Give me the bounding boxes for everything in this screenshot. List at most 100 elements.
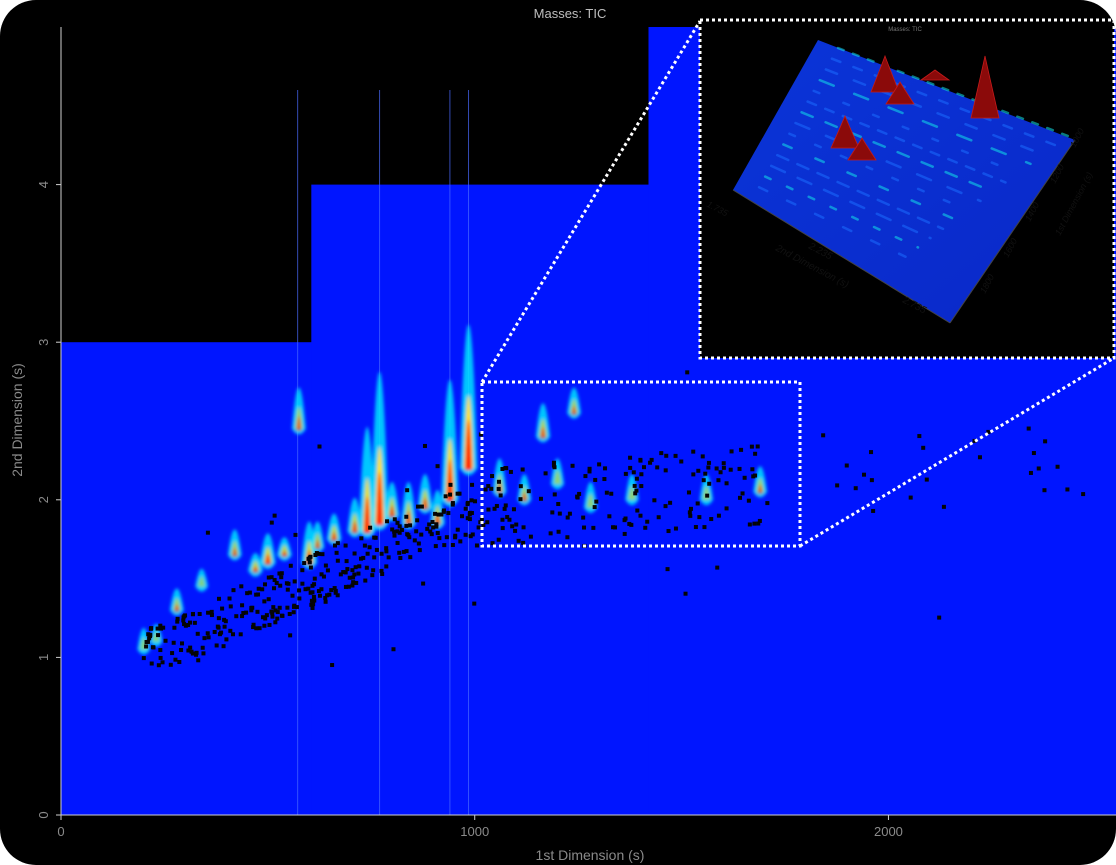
marker <box>465 516 470 521</box>
marker <box>293 532 298 537</box>
marker <box>264 613 269 618</box>
marker <box>629 522 634 527</box>
marker <box>702 525 707 530</box>
marker <box>921 445 926 450</box>
marker <box>611 525 616 530</box>
marker <box>869 450 874 455</box>
marker <box>228 604 233 609</box>
marker <box>310 590 315 595</box>
marker <box>392 533 397 538</box>
marker <box>266 597 271 602</box>
marker <box>300 568 305 573</box>
marker <box>335 541 340 546</box>
marker <box>977 455 982 460</box>
marker <box>638 513 643 518</box>
peak-13 <box>347 497 363 538</box>
peak-28 <box>625 474 639 506</box>
marker <box>526 489 531 494</box>
marker <box>333 543 338 548</box>
marker <box>455 491 460 496</box>
marker <box>327 592 332 597</box>
marker <box>272 586 277 591</box>
marker <box>291 604 296 609</box>
marker <box>986 429 991 434</box>
marker <box>1031 451 1036 456</box>
marker <box>747 522 752 527</box>
marker <box>503 503 508 508</box>
marker <box>551 460 556 465</box>
marker <box>175 619 180 624</box>
marker <box>450 542 455 547</box>
marker <box>347 575 352 580</box>
marker <box>498 493 503 498</box>
marker <box>319 572 324 577</box>
marker <box>395 529 400 534</box>
marker <box>757 518 762 523</box>
marker <box>742 475 747 480</box>
marker <box>518 497 523 502</box>
marker <box>401 549 406 554</box>
marker <box>639 472 644 477</box>
marker <box>359 536 364 541</box>
marker <box>1043 439 1048 444</box>
marker <box>701 478 706 483</box>
marker <box>490 474 495 479</box>
marker <box>202 636 207 641</box>
marker <box>634 488 639 493</box>
peak-16 <box>384 482 400 522</box>
marker <box>639 484 644 489</box>
marker <box>294 605 299 610</box>
marker <box>155 626 160 631</box>
marker <box>663 504 668 509</box>
marker <box>262 599 267 604</box>
marker <box>351 575 356 580</box>
marker <box>311 594 316 599</box>
marker <box>313 552 318 557</box>
marker <box>602 477 607 482</box>
marker <box>917 434 922 439</box>
marker <box>158 626 163 631</box>
marker <box>384 546 389 551</box>
marker <box>255 609 260 614</box>
marker <box>397 524 402 529</box>
inset-band <box>818 78 1032 166</box>
marker <box>683 591 688 596</box>
marker <box>189 649 194 654</box>
marker <box>643 525 648 530</box>
y-tick-label: 4 <box>36 181 51 188</box>
marker <box>434 524 439 529</box>
marker <box>496 486 501 491</box>
marker <box>379 568 384 573</box>
marker <box>693 525 698 530</box>
marker <box>187 620 192 625</box>
marker <box>476 525 481 530</box>
marker <box>141 656 146 661</box>
marker <box>941 504 946 509</box>
marker <box>648 460 653 465</box>
y-axis-title: 2nd Dimension (s) <box>9 363 25 477</box>
marker <box>316 589 321 594</box>
marker <box>345 567 350 572</box>
peak-12 <box>326 513 342 546</box>
marker <box>739 447 744 452</box>
marker <box>472 601 477 606</box>
inset-title: Masses: TIC <box>888 27 922 33</box>
marker <box>359 556 364 561</box>
marker <box>220 606 225 611</box>
marker <box>325 593 330 598</box>
marker <box>1028 470 1033 475</box>
peak-24 <box>535 403 551 443</box>
inset-band <box>830 57 1057 147</box>
inset-peak-bands <box>757 46 1070 258</box>
marker <box>753 451 758 456</box>
marker <box>511 507 516 512</box>
marker <box>312 582 317 587</box>
marker <box>371 568 376 573</box>
marker <box>655 465 660 470</box>
marker <box>489 486 494 491</box>
inset-band <box>800 111 995 193</box>
marker <box>652 498 657 503</box>
marker <box>290 593 295 598</box>
marker <box>306 586 311 591</box>
marker <box>603 466 608 471</box>
